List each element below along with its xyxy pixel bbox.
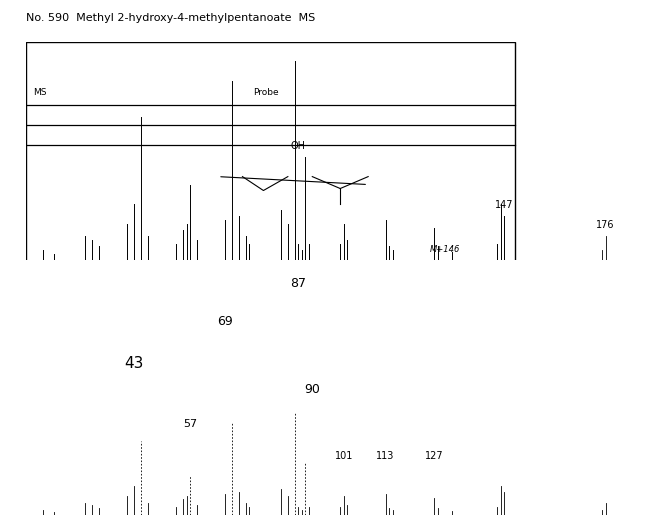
Text: 113: 113	[376, 451, 395, 461]
Text: 69: 69	[217, 315, 233, 328]
Text: 127: 127	[425, 451, 444, 461]
Text: Probe: Probe	[253, 88, 279, 97]
Bar	[26, 42, 515, 264]
Text: OH: OH	[291, 141, 306, 151]
Text: 147: 147	[495, 200, 514, 211]
Text: 43: 43	[125, 356, 144, 371]
Text: 87: 87	[291, 277, 306, 290]
Text: 57: 57	[183, 420, 197, 430]
Text: 176: 176	[596, 220, 615, 230]
Text: 101: 101	[335, 451, 353, 461]
Text: 90: 90	[304, 383, 320, 396]
Text: M+146: M+146	[430, 245, 460, 254]
Text: MS: MS	[33, 88, 47, 97]
Text: No. 590  Methyl 2-hydroxy-4-methylpentanoate  MS: No. 590 Methyl 2-hydroxy-4-methylpentano…	[26, 13, 315, 23]
